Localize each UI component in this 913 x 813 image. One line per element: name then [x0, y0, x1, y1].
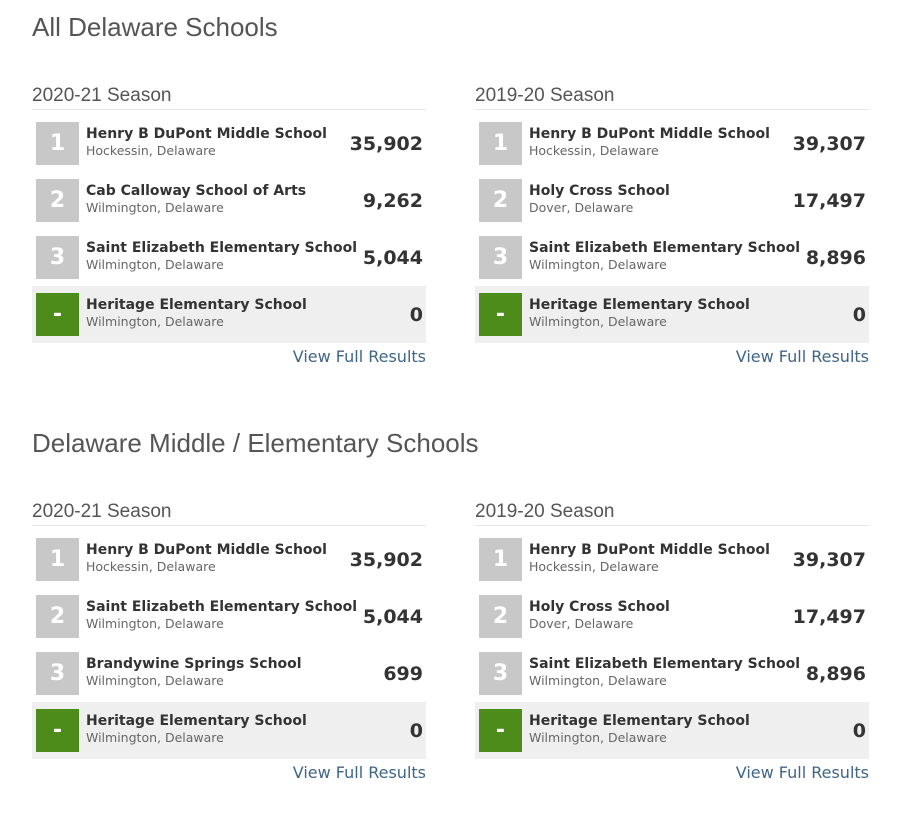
season-title: 2020-21 Season — [32, 83, 426, 110]
rank-badge: 2 — [36, 595, 79, 638]
school-location: Wilmington, Delaware — [86, 200, 224, 215]
school-location: Hockessin, Delaware — [86, 143, 216, 158]
score: 17,497 — [792, 605, 866, 628]
section-middle-elementary-schools: Delaware Middle / Elementary Schools 202… — [32, 428, 869, 798]
score: 39,307 — [792, 548, 866, 571]
table-row[interactable]: 1 Henry B DuPont Middle School Hockessin,… — [32, 531, 426, 588]
school-name: Saint Elizabeth Elementary School — [86, 240, 358, 256]
table-row[interactable]: 1 Henry B DuPont Middle School Hockessin,… — [32, 115, 426, 172]
school-location: Wilmington, Delaware — [86, 730, 224, 745]
rank-badge: 3 — [36, 236, 79, 279]
table-row[interactable]: 1 Henry B DuPont Middle School Hockessin,… — [475, 531, 869, 588]
view-full-results-link[interactable]: View Full Results — [735, 347, 869, 366]
rank-badge: 2 — [479, 595, 522, 638]
score: 17,497 — [792, 189, 866, 212]
school-location: Hockessin, Delaware — [86, 559, 216, 574]
score: 0 — [409, 719, 423, 742]
school-location: Wilmington, Delaware — [529, 673, 667, 688]
highlighted-row[interactable]: - Heritage Elementary School Wilmington, … — [475, 702, 869, 759]
highlighted-row[interactable]: - Heritage Elementary School Wilmington, … — [32, 286, 426, 343]
rank-badge: 2 — [479, 179, 522, 222]
school-location: Hockessin, Delaware — [529, 559, 659, 574]
school-name: Heritage Elementary School — [529, 713, 750, 729]
view-full-results-link[interactable]: View Full Results — [292, 347, 426, 366]
score: 8,896 — [805, 662, 866, 685]
school-location: Wilmington, Delaware — [529, 314, 667, 329]
score: 35,902 — [349, 548, 423, 571]
rank-badge: - — [36, 709, 79, 752]
school-name: Saint Elizabeth Elementary School — [529, 656, 801, 672]
rank-badge: - — [479, 709, 522, 752]
rank-badge: 3 — [479, 236, 522, 279]
score: 39,307 — [792, 132, 866, 155]
school-name: Henry B DuPont Middle School — [529, 542, 770, 558]
score: 0 — [852, 303, 866, 326]
section-title: All Delaware Schools — [32, 12, 278, 42]
table-row[interactable]: 3 Brandywine Springs School Wilmington, D… — [32, 645, 426, 702]
school-name: Cab Calloway School of Arts — [86, 183, 307, 199]
season-title: 2019-20 Season — [475, 499, 869, 526]
rank-badge: 1 — [479, 538, 522, 581]
score: 5,044 — [362, 246, 423, 269]
highlighted-row[interactable]: - Heritage Elementary School Wilmington, … — [32, 702, 426, 759]
score: 5,044 — [362, 605, 423, 628]
table-row[interactable]: 2 Cab Calloway School of Arts Wilmington,… — [32, 172, 426, 229]
score: 35,902 — [349, 132, 423, 155]
highlighted-row[interactable]: - Heritage Elementary School Wilmington, … — [475, 286, 869, 343]
school-location: Dover, Delaware — [529, 200, 634, 215]
view-full-results-link[interactable]: View Full Results — [292, 763, 426, 782]
table-row[interactable]: 2 Holy Cross School Dover, Delaware 17,49… — [475, 588, 869, 645]
leaderboard-2019-20: 2019-20 Season 1 Henry B DuPont Middle S… — [475, 83, 869, 369]
rank-badge: - — [479, 293, 522, 336]
view-full-results-link[interactable]: View Full Results — [735, 763, 869, 782]
section-title: Delaware Middle / Elementary Schools — [32, 428, 479, 458]
school-location: Wilmington, Delaware — [529, 257, 667, 272]
season-title: 2019-20 Season — [475, 83, 869, 110]
score: 0 — [852, 719, 866, 742]
school-name: Holy Cross School — [529, 599, 670, 615]
school-name: Heritage Elementary School — [86, 713, 307, 729]
school-location: Wilmington, Delaware — [86, 673, 224, 688]
school-name: Brandywine Springs School — [86, 656, 302, 672]
school-location: Hockessin, Delaware — [529, 143, 659, 158]
rank-badge: 3 — [36, 652, 79, 695]
rank-badge: 3 — [479, 652, 522, 695]
table-row[interactable]: 3 Saint Elizabeth Elementary School Wilmi… — [475, 229, 869, 286]
table-row[interactable]: 2 Holy Cross School Dover, Delaware 17,49… — [475, 172, 869, 229]
school-name: Henry B DuPont Middle School — [86, 542, 327, 558]
school-location: Dover, Delaware — [529, 616, 634, 631]
school-name: Henry B DuPont Middle School — [529, 126, 770, 142]
rank-badge: 2 — [36, 179, 79, 222]
school-location: Wilmington, Delaware — [86, 314, 224, 329]
score: 9,262 — [362, 189, 423, 212]
score: 8,896 — [805, 246, 866, 269]
table-row[interactable]: 3 Saint Elizabeth Elementary School Wilmi… — [32, 229, 426, 286]
school-location: Wilmington, Delaware — [86, 257, 224, 272]
school-name: Holy Cross School — [529, 183, 670, 199]
rank-badge: 1 — [479, 122, 522, 165]
school-location: Wilmington, Delaware — [86, 616, 224, 631]
table-row[interactable]: 1 Henry B DuPont Middle School Hockessin,… — [475, 115, 869, 172]
leaderboard-2019-20: 2019-20 Season 1 Henry B DuPont Middle S… — [475, 499, 869, 785]
season-title: 2020-21 Season — [32, 499, 426, 526]
leaderboard-2020-21: 2020-21 Season 1 Henry B DuPont Middle S… — [32, 499, 426, 785]
leaderboard-2020-21: 2020-21 Season 1 Henry B DuPont Middle S… — [32, 83, 426, 369]
table-row[interactable]: 3 Saint Elizabeth Elementary School Wilmi… — [475, 645, 869, 702]
school-name: Henry B DuPont Middle School — [86, 126, 327, 142]
rank-badge: - — [36, 293, 79, 336]
school-name: Heritage Elementary School — [529, 297, 750, 313]
school-name: Saint Elizabeth Elementary School — [86, 599, 358, 615]
school-location: Wilmington, Delaware — [529, 730, 667, 745]
school-name: Heritage Elementary School — [86, 297, 307, 313]
table-row[interactable]: 2 Saint Elizabeth Elementary School Wilmi… — [32, 588, 426, 645]
school-name: Saint Elizabeth Elementary School — [529, 240, 801, 256]
rank-badge: 1 — [36, 122, 79, 165]
section-all-delaware-schools: All Delaware Schools 2020-21 Season 1 He… — [32, 12, 869, 372]
score: 0 — [409, 303, 423, 326]
score: 699 — [383, 662, 423, 685]
rank-badge: 1 — [36, 538, 79, 581]
